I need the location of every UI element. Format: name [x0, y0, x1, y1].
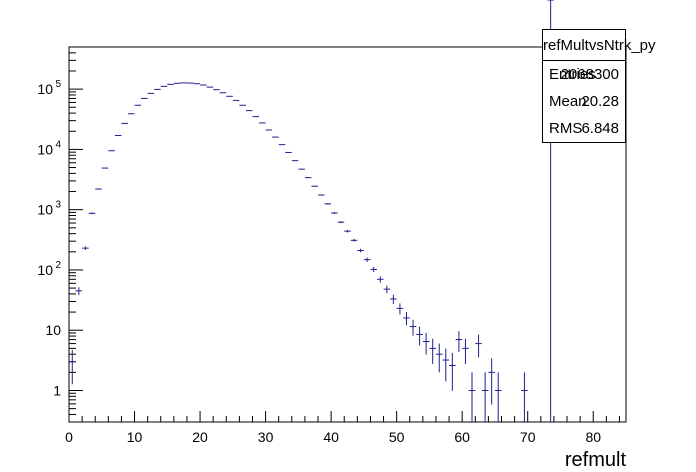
axis-ticks — [68, 46, 620, 423]
data-point — [324, 203, 332, 205]
y-tick-label: 10 — [45, 322, 61, 338]
data-point — [88, 212, 96, 215]
data-point — [285, 151, 292, 153]
x-tick-label: 0 — [65, 429, 73, 445]
y-tick-label: 10 — [37, 262, 53, 278]
data-point — [481, 372, 489, 422]
data-point — [403, 312, 410, 326]
data-point — [298, 168, 305, 170]
y-tick-exponent: 4 — [55, 139, 61, 150]
x-axis-label: refmult — [565, 449, 627, 471]
data-point — [409, 319, 417, 336]
stats-value: 20.28 — [581, 93, 619, 110]
data-point — [291, 160, 299, 162]
data-point — [442, 348, 450, 382]
stats-row-mean: Mean 20.28 — [543, 88, 625, 115]
data-point — [331, 212, 338, 214]
x-tick-label: 50 — [389, 429, 405, 445]
stats-value: 2068300 — [560, 66, 619, 83]
y-tick-label: 1 — [53, 382, 61, 398]
stats-key: RMS — [549, 120, 583, 137]
data-point — [370, 266, 377, 273]
data-points — [69, 0, 554, 422]
stats-title: refMultvsNtrk_py — [543, 30, 656, 61]
data-point — [396, 303, 404, 315]
data-point — [69, 349, 76, 385]
x-tick-label: 70 — [520, 429, 536, 445]
data-point — [304, 177, 312, 179]
stats-key: Mean — [549, 93, 587, 110]
stats-row-entries: Entries 2068300 — [543, 61, 625, 88]
stats-row-rms: RMS 6.848 — [543, 115, 625, 142]
data-point — [337, 221, 345, 224]
y-tick-label: 10 — [37, 141, 53, 157]
data-point — [344, 229, 351, 233]
data-point — [101, 167, 109, 169]
data-point — [475, 334, 482, 358]
data-point — [521, 372, 528, 422]
data-point — [376, 276, 384, 283]
data-point — [494, 372, 502, 422]
data-point — [468, 372, 476, 422]
x-tick-label: 60 — [454, 429, 470, 445]
y-tick-exponent: 3 — [55, 200, 61, 211]
x-tick-label: 80 — [585, 429, 601, 445]
y-tick-label: 10 — [37, 81, 53, 97]
data-point — [449, 352, 456, 391]
x-tick-label: 10 — [127, 429, 143, 445]
data-point — [82, 246, 89, 250]
x-tick-label: 30 — [258, 429, 274, 445]
stats-key: Entries — [549, 66, 596, 83]
x-tick-label: 20 — [192, 429, 208, 445]
data-point — [357, 248, 364, 253]
data-point — [455, 331, 463, 352]
data-point — [318, 194, 325, 196]
data-point — [422, 332, 430, 355]
data-point — [363, 257, 371, 262]
data-point — [435, 343, 443, 373]
y-tick-exponent: 2 — [55, 260, 61, 271]
y-tick-exponent: 5 — [55, 79, 61, 90]
data-point — [429, 338, 436, 364]
data-point — [95, 188, 102, 190]
data-point — [311, 185, 319, 187]
data-point — [416, 326, 423, 346]
x-tick-label: 40 — [323, 429, 339, 445]
stats-value: 6.848 — [581, 120, 619, 137]
data-point — [108, 150, 115, 152]
data-point — [462, 338, 469, 364]
stats-box: refMultvsNtrk_py Entries 2068300 Mean 20… — [542, 29, 656, 143]
data-point — [488, 358, 495, 405]
plot-frame — [68, 46, 627, 423]
data-point — [390, 294, 397, 304]
data-point — [383, 285, 391, 294]
data-point — [350, 238, 358, 242]
y-tick-label: 10 — [37, 202, 53, 218]
data-point — [75, 287, 83, 296]
